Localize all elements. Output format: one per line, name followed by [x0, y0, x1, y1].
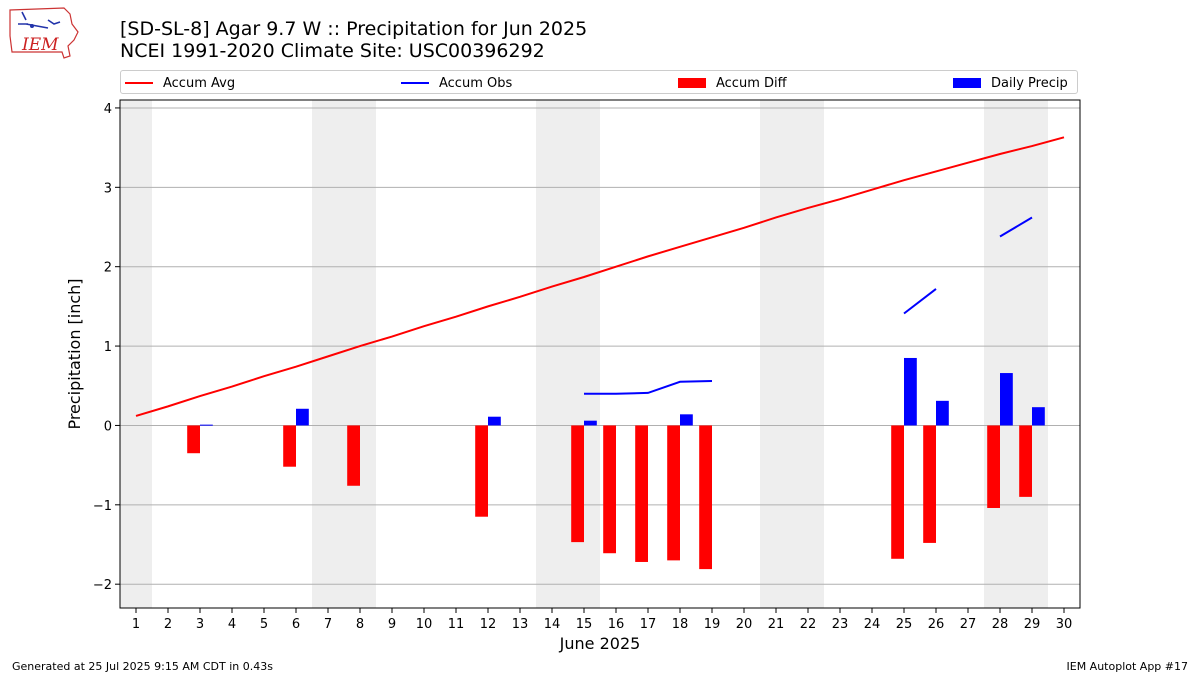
- accum-diff-bar: [571, 425, 584, 543]
- daily-precip-bar: [1032, 407, 1045, 426]
- weather-station-icon: [18, 11, 61, 29]
- x-tick-label: 11: [448, 617, 465, 632]
- y-tick-label: 0: [104, 419, 112, 434]
- legend-swatch-accum-diff: [678, 78, 706, 88]
- weekend-shade: [312, 100, 376, 608]
- daily-precip-bar: [904, 357, 917, 426]
- accum-diff-bar: [635, 425, 648, 562]
- y-tick-label: 4: [104, 102, 112, 117]
- x-tick-label: 3: [196, 617, 204, 632]
- legend-swatch-accum-obs: [401, 82, 429, 84]
- x-tick-label: 8: [356, 617, 364, 632]
- x-tick-label: 26: [928, 617, 945, 632]
- x-tick-label: 14: [544, 617, 561, 632]
- x-tick-label: 5: [260, 617, 268, 632]
- x-tick-label: 7: [324, 617, 332, 632]
- x-axis-label: June 2025: [559, 634, 641, 653]
- accum-diff-bar: [347, 425, 360, 486]
- legend-label-daily-precip: Daily Precip: [991, 75, 1068, 91]
- weekend-shade: [120, 100, 152, 608]
- y-tick-label: −1: [93, 499, 112, 514]
- x-tick-label: 24: [864, 617, 881, 632]
- footer-generated: Generated at 25 Jul 2025 9:15 AM CDT in …: [12, 660, 273, 673]
- accum-avg-line: [135, 136, 1065, 417]
- chart-subtitle: NCEI 1991-2020 Climate Site: USC00396292: [120, 40, 545, 62]
- daily-precip-bar: [936, 400, 949, 426]
- x-tick-label: 29: [1024, 617, 1041, 632]
- x-tick-label: 10: [416, 617, 433, 632]
- x-tick-label: 23: [832, 617, 849, 632]
- accum-diff-bar: [667, 425, 680, 561]
- accum-diff-bar: [283, 425, 296, 467]
- accum-diff-bar: [987, 425, 1000, 508]
- weather-station-dot-icon: [30, 24, 34, 28]
- x-tick-label: 4: [228, 617, 236, 632]
- x-tick-label: 13: [512, 617, 529, 632]
- iem-logo: IEM: [9, 7, 79, 59]
- x-tick-label: 9: [388, 617, 396, 632]
- y-tick-label: −2: [93, 578, 112, 593]
- accum-diff-bar: [603, 425, 616, 554]
- accum-diff-bar: [187, 425, 200, 454]
- x-tick-label: 12: [480, 617, 497, 632]
- footer-app: IEM Autoplot App #17: [1066, 660, 1189, 673]
- daily-precip-bar: [680, 414, 693, 426]
- x-tick-label: 28: [992, 617, 1009, 632]
- iem-logo-text: IEM: [21, 35, 59, 55]
- legend-label-accum-avg: Accum Avg: [163, 75, 236, 91]
- x-tick-label: 18: [672, 617, 689, 632]
- weekend-shade: [536, 100, 600, 608]
- x-tick-label: 1: [132, 617, 140, 632]
- x-tick-label: 20: [736, 617, 753, 632]
- iowa-outline-icon: [9, 7, 79, 59]
- x-tick-label: 25: [896, 617, 913, 632]
- legend-item-accum-avg: Accum Avg: [125, 74, 235, 92]
- accum-obs-line: [584, 379, 713, 395]
- legend-item-daily-precip: Daily Precip: [953, 74, 1068, 92]
- daily-precip-bar: [200, 424, 213, 426]
- x-tick-label: 2: [164, 617, 172, 632]
- daily-precip-bar: [296, 408, 309, 426]
- accum-diff-bar: [923, 425, 936, 543]
- legend-item-accum-obs: Accum Obs: [401, 74, 512, 92]
- weekend-shade: [760, 100, 824, 608]
- x-tick-label: 16: [608, 617, 625, 632]
- y-tick-label: 1: [104, 340, 112, 355]
- x-tick-label: 19: [704, 617, 721, 632]
- x-tick-label: 17: [640, 617, 657, 632]
- chart-legend: Accum Avg Accum Obs Accum Diff Daily Pre…: [120, 70, 1078, 94]
- chart-title: [SD-SL-8] Agar 9.7 W :: Precipitation fo…: [120, 18, 588, 40]
- accum-obs-line: [903, 288, 937, 315]
- x-tick-label: 21: [768, 617, 785, 632]
- daily-precip-bar: [584, 420, 597, 426]
- legend-label-accum-obs: Accum Obs: [439, 75, 513, 91]
- weekend-shading: [120, 100, 1048, 608]
- bars: [187, 357, 1045, 570]
- x-tick-label: 15: [576, 617, 593, 632]
- daily-precip-bar: [1000, 373, 1013, 426]
- accum-diff-bar: [1019, 425, 1032, 497]
- legend-swatch-accum-avg: [125, 82, 153, 84]
- x-tick-label: 30: [1056, 617, 1073, 632]
- x-tick-label: 22: [800, 617, 817, 632]
- x-tick-label: 6: [292, 617, 300, 632]
- accum-diff-bar: [475, 425, 488, 517]
- plot-frame: [119, 99, 1081, 609]
- legend-swatch-daily-precip: [953, 78, 981, 88]
- legend-item-accum-diff: Accum Diff: [678, 74, 787, 92]
- x-tick-label: 27: [960, 617, 977, 632]
- y-tick-label: 2: [104, 261, 112, 276]
- y-tick-label: 3: [104, 181, 112, 196]
- legend-label-accum-diff: Accum Diff: [716, 75, 787, 91]
- accum-diff-bar: [891, 425, 904, 559]
- accum-obs-line: [999, 216, 1033, 238]
- grid-lines: [120, 107, 1080, 585]
- daily-precip-bar: [488, 416, 501, 426]
- accum-diff-bar: [699, 425, 712, 570]
- weekend-shade: [984, 100, 1048, 608]
- y-axis-label: Precipitation [inch]: [65, 278, 84, 429]
- series-lines: [135, 136, 1065, 417]
